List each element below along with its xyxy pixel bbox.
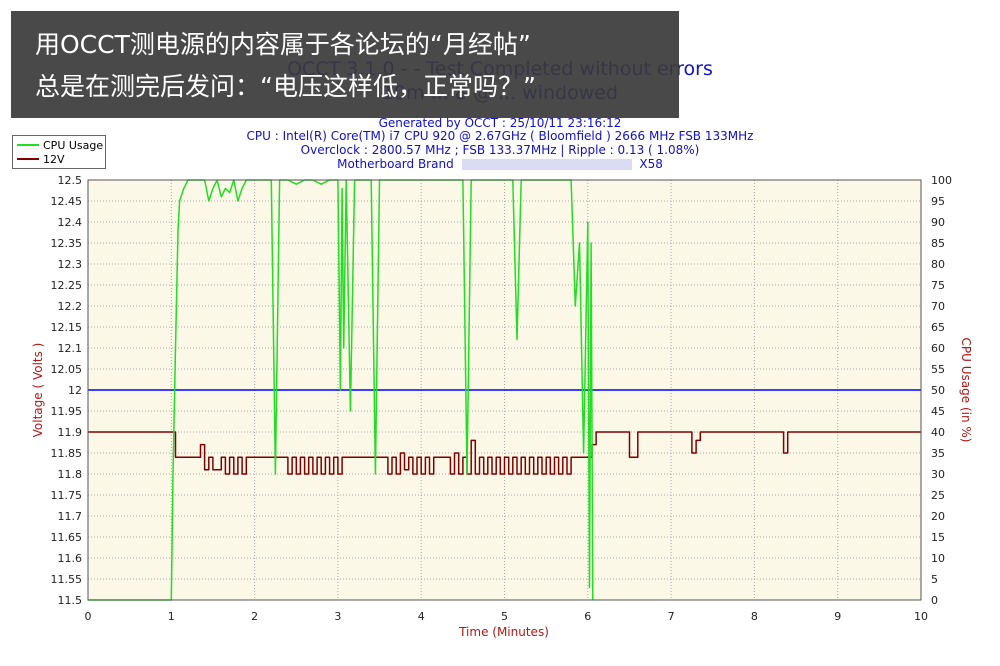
y2-tick-label: 5 <box>931 573 938 586</box>
x-tick-label: 9 <box>834 610 841 623</box>
generated-info: Generated by OCCT : 25/10/11 23:16:12 <box>378 116 622 130</box>
x-tick-label: 3 <box>334 610 341 623</box>
y-tick-label: 11.8 <box>58 468 83 481</box>
x-axis-label: Time (Minutes) <box>458 625 549 639</box>
y2-tick-label: 45 <box>931 405 945 418</box>
cpu-info: CPU : Intel(R) Core(TM) i7 CPU 920 @ 2.6… <box>246 129 754 143</box>
legend-swatch-cpu <box>17 144 39 146</box>
y2-tick-label: 70 <box>931 300 945 313</box>
y-tick-label: 11.5 <box>58 594 83 607</box>
legend-swatch-12v <box>17 158 39 160</box>
y2-tick-label: 95 <box>931 195 945 208</box>
motherboard-info: Motherboard Brand X58 <box>0 157 1000 171</box>
y2-tick-label: 80 <box>931 258 945 271</box>
y-tick-label: 11.95 <box>51 405 83 418</box>
legend-item-12v: 12V <box>17 152 65 166</box>
y-tick-label: 11.7 <box>58 510 83 523</box>
caption-overlay: 用OCCT测电源的内容属于各论坛的“月经帖” 总是在测完后发问：“电压这样低，正… <box>11 11 679 118</box>
x-tick-label: 10 <box>914 610 928 623</box>
plot-border <box>87 179 922 601</box>
y-tick-label: 12.3 <box>58 258 83 271</box>
y2-tick-label: 65 <box>931 321 945 334</box>
y-tick-label: 11.75 <box>51 489 83 502</box>
y-tick-label: 11.6 <box>58 552 83 565</box>
redacted-block <box>461 159 632 170</box>
y-tick-label: 11.55 <box>51 573 83 586</box>
y2-tick-label: 15 <box>931 531 945 544</box>
y-tick-label: 12.5 <box>58 174 83 187</box>
series-12v-line <box>88 431 921 475</box>
y2-tick-label: 90 <box>931 216 945 229</box>
y-tick-label: 12.15 <box>51 321 83 334</box>
y2-tick-label: 25 <box>931 489 945 502</box>
caption-line-2: 总是在测完后发问：“电压这样低，正常吗？” <box>35 72 536 101</box>
legend-item-cpu: CPU Usage <box>17 138 103 152</box>
y-tick-label: 12.05 <box>51 363 83 376</box>
y-tick-label: 12.4 <box>58 216 83 229</box>
y2-tick-label: 10 <box>931 552 945 565</box>
x-tick-label: 0 <box>85 610 92 623</box>
y2-tick-label: 100 <box>931 174 952 187</box>
x-tick-label: 2 <box>251 610 258 623</box>
y2-tick-label: 35 <box>931 447 945 460</box>
motherboard-label: Motherboard Brand <box>337 157 454 171</box>
y-tick-label: 11.85 <box>51 447 83 460</box>
y2-tick-label: 55 <box>931 363 945 376</box>
legend-label-cpu: CPU Usage <box>43 138 104 152</box>
y-tick-label: 12.1 <box>58 342 83 355</box>
y-tick-label: 12.2 <box>58 300 83 313</box>
y2-tick-label: 0 <box>931 594 938 607</box>
y2-tick-label: 30 <box>931 468 945 481</box>
legend: CPU Usage 12V <box>12 135 106 169</box>
x-tick-label: 6 <box>584 610 591 623</box>
y-tick-label: 12.25 <box>51 279 83 292</box>
tick-labels: 11.5 11.55 11.6 11.65 11.7 11.75 11.8 11.85 11.9… <box>51 174 953 623</box>
y2-tick-label: 40 <box>931 426 945 439</box>
legend-label-12v: 12V <box>43 152 65 166</box>
y-tick-label: 11.9 <box>58 426 83 439</box>
x-tick-label: 1 <box>168 610 175 623</box>
motherboard-chipset: X58 <box>639 157 663 171</box>
y2-tick-label: 75 <box>931 279 945 292</box>
y2-axis-label: CPU Usage (in %) <box>959 338 973 443</box>
x-tick-label: 5 <box>501 610 508 623</box>
overclock-info: Overclock : 2800.57 MHz ; FSB 133.37MHz … <box>300 143 700 157</box>
y2-tick-label: 20 <box>931 510 945 523</box>
y2-tick-label: 60 <box>931 342 945 355</box>
y-tick-label: 12.45 <box>51 195 83 208</box>
x-tick-label: 8 <box>751 610 758 623</box>
y-tick-label: 12.35 <box>51 237 83 250</box>
y-axis-label: Voltage ( Volts ) <box>31 343 45 438</box>
y-tick-label: 12 <box>68 384 82 397</box>
x-tick-label: 7 <box>668 610 675 623</box>
x-tick-label: 4 <box>418 610 425 623</box>
y2-tick-label: 85 <box>931 237 945 250</box>
caption-line-1: 用OCCT测电源的内容属于各论坛的“月经帖” <box>35 30 531 59</box>
y2-tick-label: 50 <box>931 384 945 397</box>
y-tick-label: 11.65 <box>51 531 83 544</box>
